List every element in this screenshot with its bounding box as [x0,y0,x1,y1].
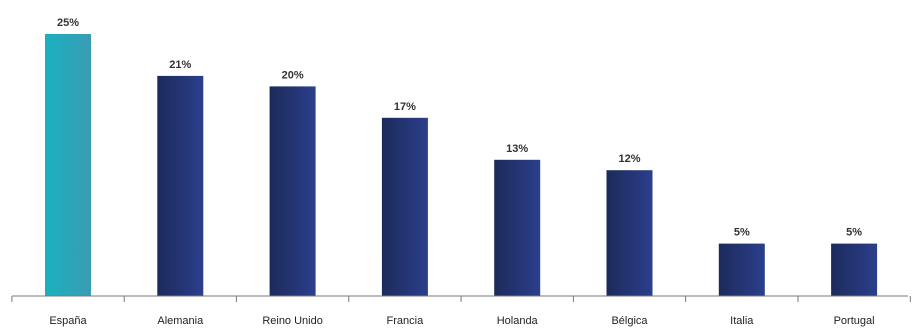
bar-portugal [831,243,878,296]
bar-bélgica [606,170,653,296]
category-label: Portugal [834,315,875,327]
bars-group [45,34,878,297]
value-label: 5% [846,227,862,239]
value-label: 20% [282,69,304,81]
value-label: 17% [394,101,416,113]
bar-españa [45,34,91,296]
category-label: Reino Unido [262,315,323,327]
value-label: 12% [618,153,640,165]
category-label: Holanda [497,315,539,327]
x-axis [11,295,911,302]
category-labels-group: España Alemania Reino Unido Francia Holanda B… [49,315,874,327]
category-label: España [49,315,87,327]
bar-holanda [494,159,541,296]
category-label: Alemania [157,315,204,327]
category-label: Bélgica [611,315,648,327]
bar-italia [718,243,765,296]
category-label: Francia [387,315,425,327]
value-labels-group: 25% 21% 20% 17% 13% 12% 5% 5% [57,17,862,239]
category-label: Italia [730,315,754,327]
bar-reino-unido [269,86,316,297]
value-label: 25% [57,17,79,29]
value-label: 21% [169,59,191,71]
bar-alemania [157,75,204,297]
value-label: 13% [506,143,528,155]
value-label: 5% [734,227,750,239]
bar-francia [381,117,428,296]
